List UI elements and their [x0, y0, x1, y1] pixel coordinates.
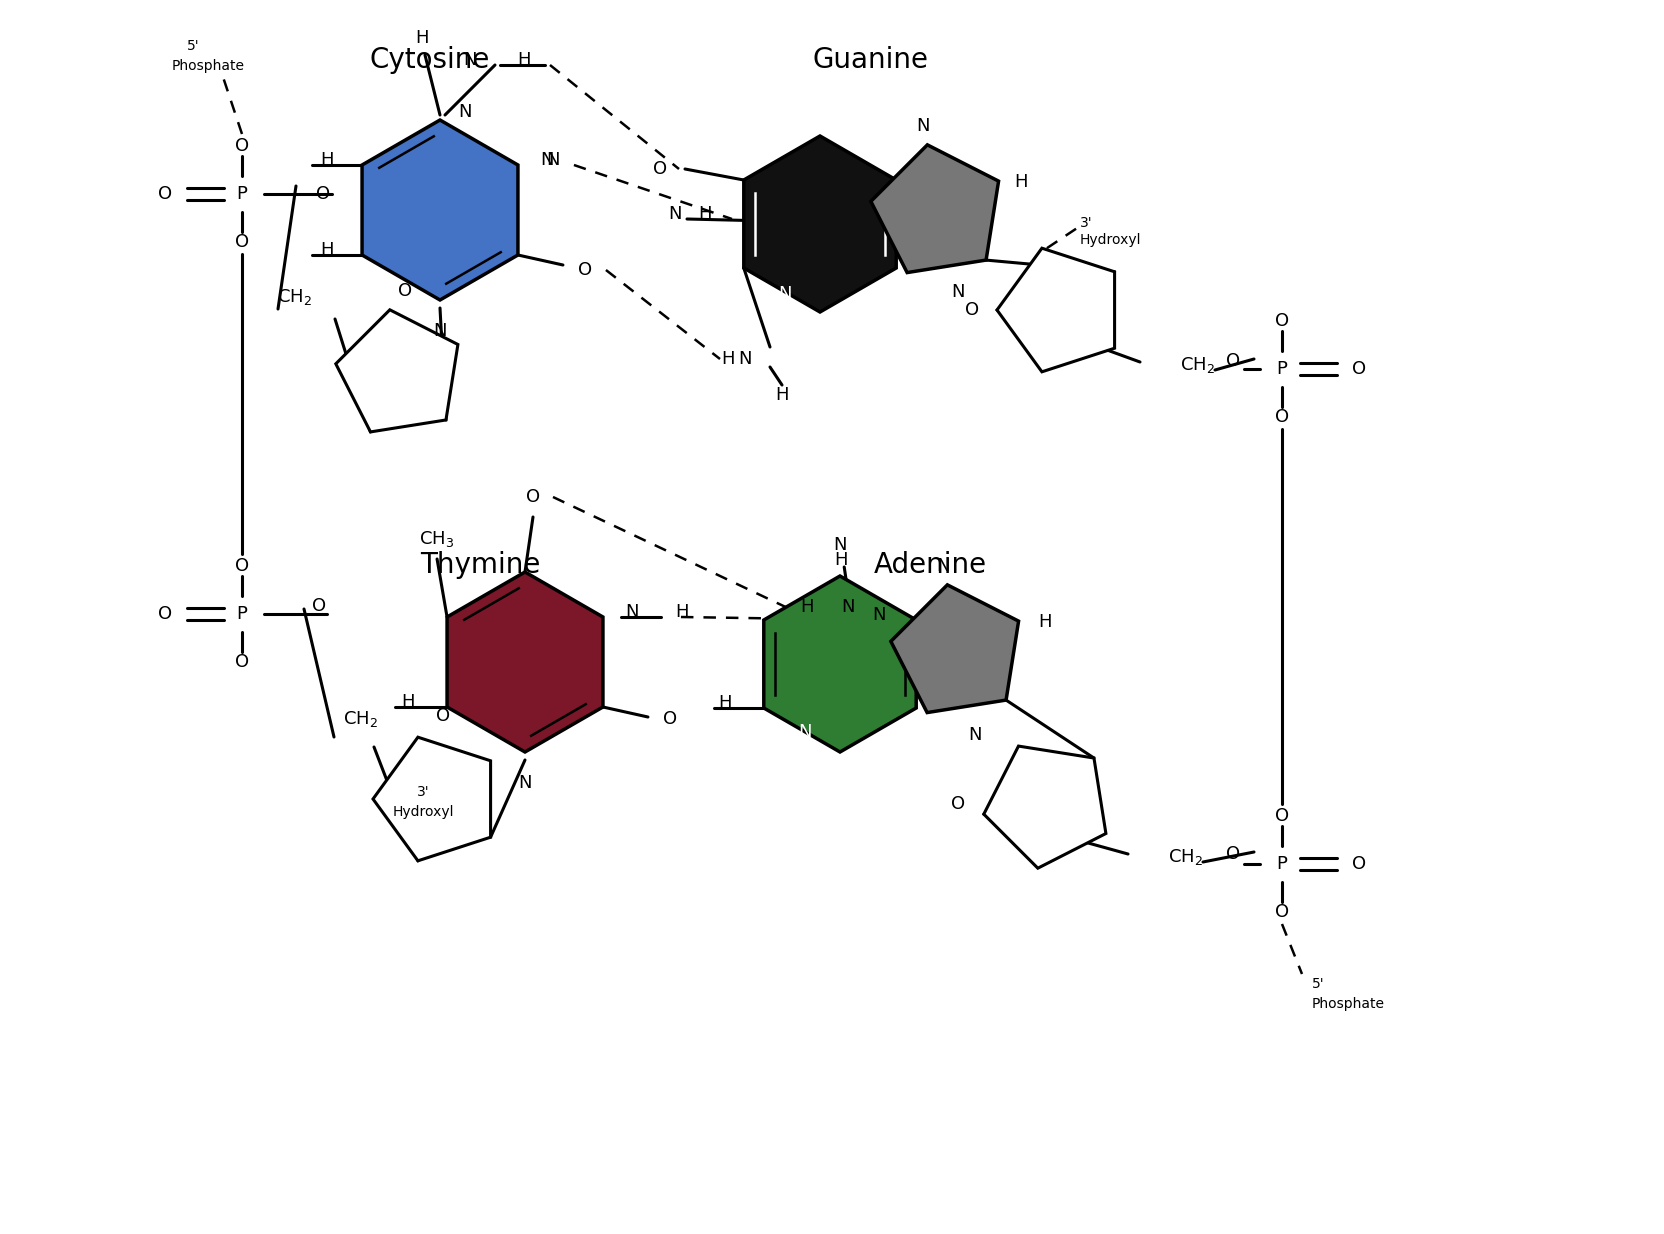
Text: H: H	[1013, 173, 1027, 190]
Polygon shape	[764, 576, 917, 752]
Text: N: N	[433, 322, 446, 341]
Text: H: H	[321, 241, 334, 259]
Text: O: O	[577, 262, 592, 279]
Text: H: H	[1038, 612, 1052, 631]
Text: O: O	[950, 795, 965, 813]
Text: N: N	[872, 606, 887, 624]
Text: O: O	[235, 137, 250, 155]
Text: O: O	[1275, 408, 1290, 426]
Polygon shape	[744, 136, 897, 312]
Text: H: H	[518, 51, 531, 69]
Text: CH$_2$: CH$_2$	[276, 288, 313, 307]
Text: O: O	[398, 283, 413, 300]
Text: H: H	[416, 30, 429, 47]
Text: P: P	[1276, 360, 1288, 378]
Text: Thymine: Thymine	[419, 552, 541, 579]
Polygon shape	[336, 310, 458, 432]
Text: 3': 3'	[1080, 216, 1093, 231]
Text: H: H	[401, 694, 414, 711]
Polygon shape	[983, 747, 1107, 869]
Text: O: O	[1226, 845, 1240, 863]
Text: N: N	[626, 603, 639, 621]
Text: O: O	[1351, 855, 1366, 872]
Text: CH$_3$: CH$_3$	[419, 529, 454, 549]
Text: Hydroxyl: Hydroxyl	[393, 805, 454, 819]
Text: N: N	[546, 151, 559, 169]
Text: N: N	[799, 723, 812, 740]
Text: CH$_2$: CH$_2$	[1180, 355, 1215, 375]
Text: Adenine: Adenine	[874, 552, 987, 579]
Text: N: N	[779, 285, 792, 304]
Text: Hydroxyl: Hydroxyl	[1080, 233, 1142, 247]
Text: O: O	[158, 605, 171, 623]
Text: O: O	[1351, 360, 1366, 378]
Text: O: O	[313, 597, 326, 615]
Polygon shape	[448, 573, 602, 752]
Text: O: O	[1275, 903, 1290, 921]
Text: N: N	[937, 557, 950, 575]
Text: N: N	[458, 102, 471, 121]
Text: N: N	[917, 117, 930, 135]
Text: Guanine: Guanine	[812, 46, 929, 74]
Polygon shape	[997, 248, 1115, 371]
Text: O: O	[235, 653, 250, 671]
Text: O: O	[1275, 807, 1290, 826]
Text: O: O	[235, 233, 250, 251]
Text: O: O	[436, 707, 449, 726]
Text: N: N	[669, 205, 682, 223]
Text: N: N	[539, 151, 554, 169]
Text: O: O	[316, 185, 329, 204]
Text: P: P	[1276, 855, 1288, 872]
Text: O: O	[526, 487, 541, 506]
Text: N: N	[834, 536, 847, 554]
Text: P: P	[236, 605, 248, 623]
Text: N: N	[739, 350, 752, 368]
Text: Cytosine: Cytosine	[369, 46, 491, 74]
Text: H: H	[722, 350, 735, 368]
Text: P: P	[236, 185, 248, 204]
Text: O: O	[158, 185, 171, 204]
Text: CH$_2$: CH$_2$	[343, 710, 378, 729]
Text: H: H	[719, 694, 732, 712]
Polygon shape	[373, 737, 491, 861]
Text: H: H	[800, 598, 814, 616]
Text: O: O	[652, 160, 667, 178]
Text: Phosphate: Phosphate	[171, 59, 245, 73]
Text: H: H	[699, 205, 712, 223]
Text: CH$_2$: CH$_2$	[1168, 847, 1203, 868]
Text: N: N	[842, 598, 855, 616]
Polygon shape	[890, 585, 1018, 712]
Text: O: O	[1226, 352, 1240, 370]
Text: N: N	[968, 726, 982, 744]
Text: H: H	[321, 151, 334, 169]
Text: H: H	[676, 603, 689, 621]
Text: N: N	[518, 774, 532, 792]
Text: 5': 5'	[1311, 977, 1325, 991]
Text: O: O	[235, 557, 250, 575]
Text: 5': 5'	[186, 39, 200, 53]
Text: O: O	[662, 710, 677, 728]
Polygon shape	[870, 144, 998, 273]
Text: 3': 3'	[416, 785, 429, 800]
Text: N: N	[464, 51, 478, 69]
Text: O: O	[965, 301, 978, 320]
Polygon shape	[363, 120, 518, 300]
Text: N: N	[952, 283, 965, 301]
Text: H: H	[834, 552, 849, 569]
Text: Phosphate: Phosphate	[1311, 997, 1384, 1011]
Text: H: H	[775, 386, 789, 404]
Text: O: O	[1275, 312, 1290, 329]
